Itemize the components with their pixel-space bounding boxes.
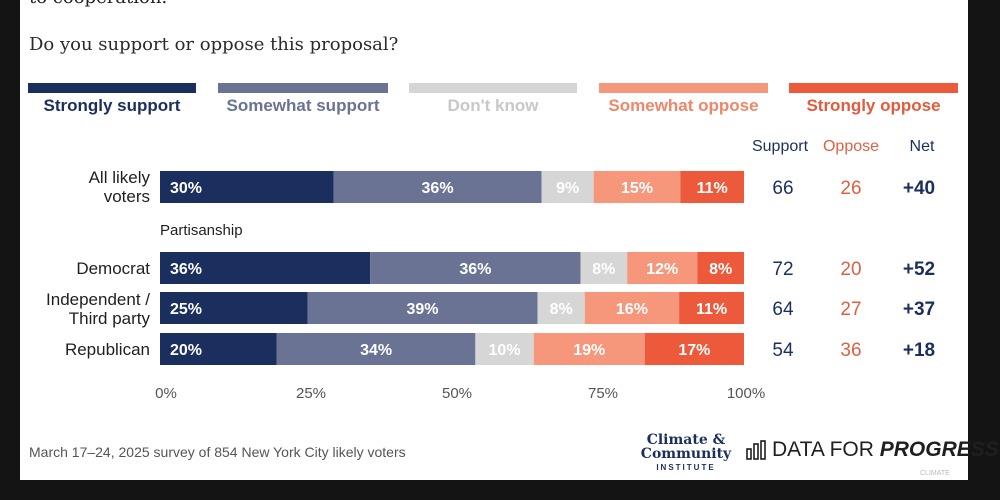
bar-segment (644, 333, 744, 365)
bar-segment (160, 333, 277, 365)
oppose-value: 20 (840, 259, 862, 280)
legend-swatch-somewhat-oppose (599, 83, 768, 93)
bar-segment (475, 333, 534, 365)
column-header-oppose: Oppose (822, 138, 880, 155)
legend-swatch-strongly-oppose (789, 83, 958, 93)
bar-value-label: 9% (556, 180, 579, 197)
row-label-line: Democrat (76, 259, 150, 278)
bar-segment (593, 171, 681, 203)
bar-segment (160, 171, 334, 203)
bar-value-label: 8% (709, 261, 732, 278)
x-tick-label: 75% (587, 385, 619, 402)
bar-value-label: 36% (422, 180, 454, 197)
net-value: +18 (902, 340, 936, 361)
x-tick-label: 100% (726, 385, 766, 402)
row-label-line: Republican (64, 340, 150, 359)
climate-community-institute-logo: Climate & Community INSTITUTE (636, 433, 736, 475)
bar-segment (533, 333, 645, 365)
bar-value-label: 30% (170, 180, 202, 197)
bar-value-label: 17% (678, 342, 710, 359)
legend-label-dont-know: Don't know (447, 96, 539, 115)
bar-segment (697, 252, 744, 284)
bar-chart-icon (746, 440, 766, 460)
row-label-republican: Republican (65, 340, 150, 359)
logo-line: Community (640, 446, 732, 462)
watermark: CLIMATE (920, 470, 950, 477)
bar-segment (307, 292, 538, 324)
bar-segment (276, 333, 476, 365)
logo-text: DATA FOR PROGRESS (772, 438, 999, 462)
bar-segment (333, 171, 542, 203)
legend-swatch-strongly-support (28, 83, 196, 93)
stacked-bar-chart: 30% 36% 9% 15% 11% 36% 36% 8% 12% 8% 25% 39% 8% 16% 11… (160, 171, 744, 365)
bar-value-label: 10% (489, 342, 521, 359)
bar-value-label: 12% (646, 261, 678, 278)
bar-segment (370, 252, 581, 284)
x-tick-label: 25% (295, 385, 327, 402)
bar-value-label: 36% (459, 261, 491, 278)
bar-value-label: 36% (170, 261, 202, 278)
bar-value-label: 11% (697, 180, 728, 197)
support-value: 54 (772, 340, 794, 361)
bar-value-label: 39% (406, 301, 438, 318)
legend-label-somewhat-support: Somewhat support (226, 96, 380, 115)
support-value: 72 (772, 259, 794, 280)
bar-segment (584, 292, 680, 324)
legend-swatch-dont-know (409, 83, 577, 93)
data-for-progress-logo: DATA FOR PROGRESS (746, 438, 999, 462)
net-value: +52 (902, 259, 936, 280)
bar-value-label: 19% (573, 342, 605, 359)
bar-value-label: 8% (550, 301, 573, 318)
bar-segment (580, 252, 628, 284)
chart-card: to cooperation. Do you support or oppose… (20, 0, 999, 480)
oppose-value: 27 (840, 299, 862, 320)
logo-line: Climate & (646, 432, 726, 448)
bar-value-label: 8% (592, 261, 615, 278)
column-header-support: Support (751, 138, 809, 155)
bar-segment (680, 171, 744, 203)
row-label-line: Independent / (46, 290, 150, 309)
bar-segment (537, 292, 585, 324)
survey-footnote: March 17–24, 2025 survey of 854 New York… (29, 444, 406, 460)
support-value: 66 (772, 178, 794, 199)
bar-value-label: 15% (621, 180, 653, 197)
column-header-net: Net (909, 138, 935, 155)
bar-segment (679, 292, 744, 324)
bar-segment (160, 292, 308, 324)
question-title: Do you support or oppose this proposal? (29, 34, 399, 55)
bar-segment (627, 252, 698, 284)
legend-swatch-somewhat-support (218, 83, 388, 93)
row-label-all-likely-voters: All likely voters (89, 168, 150, 206)
x-tick-label: 0% (155, 385, 177, 402)
row-label-line: voters (103, 187, 150, 206)
net-value: +40 (902, 178, 936, 199)
cut-off-text: to cooperation. (29, 0, 167, 8)
bar-value-label: 25% (170, 301, 202, 318)
row-label-line: Third party (68, 309, 150, 328)
logo-line: INSTITUTE (656, 463, 716, 472)
legend-label-strongly-oppose: Strongly oppose (806, 96, 941, 115)
row-label-democrat: Democrat (76, 259, 150, 278)
bar-segment (541, 171, 594, 203)
oppose-value: 26 (840, 178, 862, 199)
bar-segment (160, 252, 371, 284)
support-value: 64 (772, 299, 794, 320)
legend-label-somewhat-oppose: Somewhat oppose (608, 96, 759, 115)
logo-text-emphasis: PROGRESS (879, 438, 999, 461)
row-label-line: All likely (88, 168, 150, 187)
group-label-partisanship: Partisanship (160, 222, 243, 239)
bar-value-label: 11% (696, 301, 727, 318)
legend-label-strongly-support: Strongly support (43, 96, 181, 115)
bar-value-label: 16% (616, 301, 648, 318)
oppose-value: 36 (840, 340, 862, 361)
x-tick-label: 50% (441, 385, 473, 402)
logo-text-prefix: DATA FOR (772, 438, 874, 461)
bar-value-label: 20% (170, 342, 202, 359)
bar-value-label: 34% (360, 342, 392, 359)
net-value: +37 (902, 299, 936, 320)
row-label-independent: Independent / Third party (46, 290, 150, 328)
